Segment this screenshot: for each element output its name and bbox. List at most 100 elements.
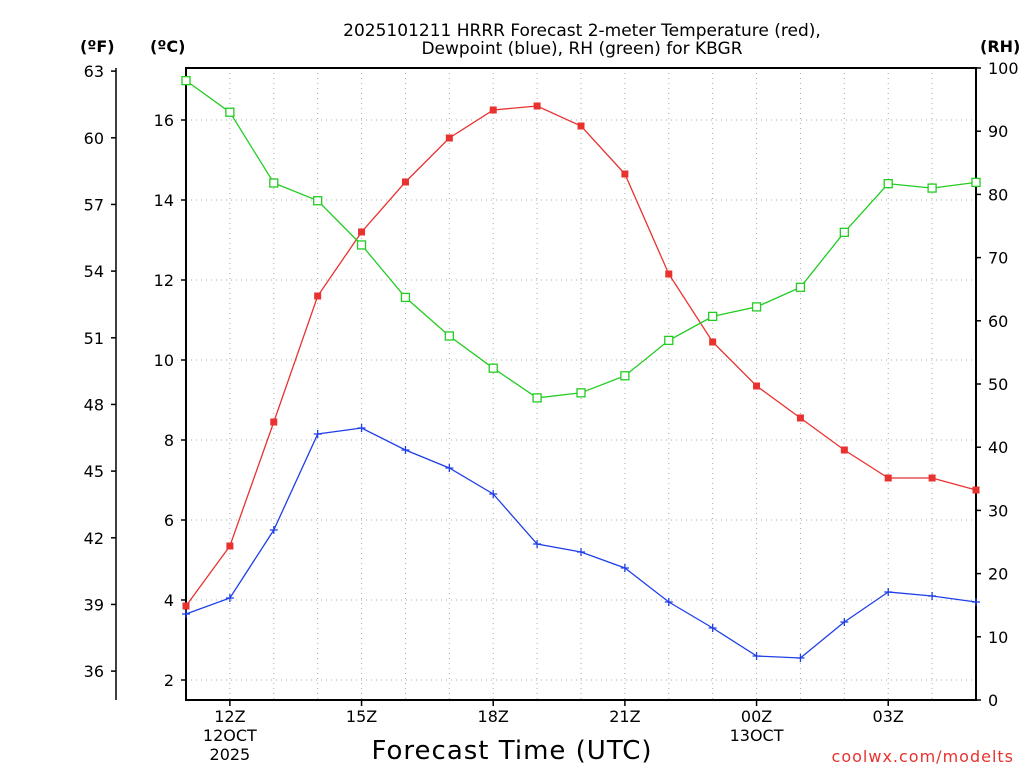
celsius-tick-label: 8 — [164, 431, 174, 450]
fahrenheit-tick-label: 57 — [84, 195, 104, 214]
dewpoint-point — [972, 598, 980, 606]
rh-tick-label: 60 — [988, 312, 1008, 331]
fahrenheit-unit-label: (ºF) — [80, 37, 115, 56]
rh-point — [269, 178, 279, 188]
temperature-point — [753, 382, 761, 390]
rh-point — [181, 75, 191, 86]
temperature-point — [270, 418, 278, 426]
time-tick-label: 12Z — [214, 707, 245, 726]
dewpoint-point — [225, 594, 234, 602]
rh-tick-label: 20 — [988, 565, 1008, 584]
x-axis-title: Forecast Time (UTC) — [371, 736, 652, 766]
dewpoint-point — [664, 598, 673, 606]
rh-tick-label: 30 — [988, 501, 1008, 520]
temperature-point — [182, 602, 190, 610]
dewpoint-point — [708, 624, 717, 632]
temperature-point — [972, 486, 980, 494]
dewpoint-point — [577, 548, 585, 556]
dewpoint-point — [752, 652, 761, 660]
temperature-point — [489, 106, 497, 114]
dewpoint-point — [928, 592, 937, 600]
rh-point — [883, 179, 893, 189]
dewpoint-point — [269, 526, 278, 534]
temperature-point — [709, 338, 717, 346]
date-label: 12OCT — [203, 726, 257, 745]
rh-tick-label: 70 — [988, 249, 1008, 268]
celsius-tick-label: 12 — [154, 271, 174, 290]
fahrenheit-tick-label: 36 — [84, 662, 104, 681]
rh-tick-label: 40 — [988, 438, 1008, 457]
rh-point — [620, 371, 630, 381]
credit-text: coolwx.com/modelts — [832, 747, 1014, 766]
celsius-tick-label: 4 — [164, 591, 174, 610]
rh-unit-label: (RH) — [980, 37, 1020, 56]
temperature-point — [577, 122, 585, 130]
chart-title-line1: 2025101211 HRRR Forecast 2-meter Tempera… — [343, 21, 821, 41]
dewpoint-point — [533, 540, 542, 548]
celsius-tick-label: 2 — [164, 671, 174, 690]
fahrenheit-tick-label: 63 — [84, 62, 104, 81]
dewpoint-point — [401, 446, 410, 454]
fahrenheit-tick-label: 42 — [84, 529, 104, 548]
temperature-point — [314, 292, 322, 300]
rh-point — [664, 335, 674, 346]
temperature-line — [185, 105, 977, 607]
rh-tick-label: 80 — [988, 185, 1008, 204]
dewpoint-point — [620, 564, 629, 572]
rh-point — [795, 282, 806, 292]
temperature-point — [928, 474, 936, 482]
celsius-tick-label: 16 — [154, 111, 174, 130]
rh-point — [225, 107, 235, 117]
time-tick-label: 21Z — [609, 707, 640, 726]
dewpoint-point — [884, 588, 893, 596]
grid — [186, 68, 976, 700]
celsius-tick-label: 6 — [164, 511, 174, 530]
fahrenheit-tick-label: 51 — [84, 329, 104, 348]
temperature-point — [796, 414, 804, 422]
celsius-tick-label: 14 — [154, 191, 174, 210]
dewpoint-point — [489, 490, 498, 498]
chart-title-line2: Dewpoint (blue), RH (green) for KBGR — [421, 39, 742, 59]
temperature-point — [884, 474, 892, 482]
rh-point — [532, 393, 542, 403]
fahrenheit-tick-label: 54 — [84, 262, 104, 281]
fahrenheit-tick-label: 60 — [84, 129, 104, 148]
temperature-point — [533, 102, 541, 110]
time-tick-label: 18Z — [478, 707, 509, 726]
celsius-unit-label: (ºC) — [150, 37, 185, 56]
year-label: 2025 — [210, 745, 251, 764]
fahrenheit-tick-label: 48 — [84, 395, 104, 414]
temperature-point — [445, 134, 453, 142]
dewpoint-point — [313, 430, 322, 438]
celsius-tick-label: 10 — [154, 351, 174, 370]
fahrenheit-tick-label: 45 — [84, 462, 104, 481]
rh-point — [708, 311, 718, 322]
rh-point — [839, 227, 849, 237]
time-tick-label: 03Z — [873, 707, 904, 726]
temperature-point — [665, 270, 673, 278]
temperature-point — [401, 178, 409, 186]
temperature-point — [226, 542, 234, 550]
rh-tick-label: 100 — [988, 59, 1019, 78]
rh-point — [927, 183, 937, 193]
dewpoint-point — [840, 618, 849, 626]
series-layer — [181, 75, 981, 662]
rh-point — [751, 302, 762, 312]
dewpoint-point — [796, 654, 805, 662]
time-tick-label: 00Z — [741, 707, 772, 726]
dewpoint-point — [182, 610, 190, 618]
rh-point — [444, 331, 454, 341]
fahrenheit-tick-label: 39 — [84, 595, 104, 614]
rh-point — [576, 388, 586, 398]
rh-point — [356, 240, 367, 250]
axes: 2 4 6 8 10 12 14 16 36 39 42 45 48 51 54 57 60 63 0 10 20 30 4… — [84, 59, 1019, 764]
rh-tick-label: 10 — [988, 628, 1008, 647]
temperature-point — [621, 170, 629, 178]
temperature-point — [840, 446, 848, 454]
rh-point — [488, 363, 498, 373]
rh-tick-label: 90 — [988, 122, 1008, 141]
dewpoint-point — [445, 464, 454, 472]
dewpoint-point — [357, 424, 366, 432]
rh-tick-label: 50 — [988, 375, 1008, 394]
